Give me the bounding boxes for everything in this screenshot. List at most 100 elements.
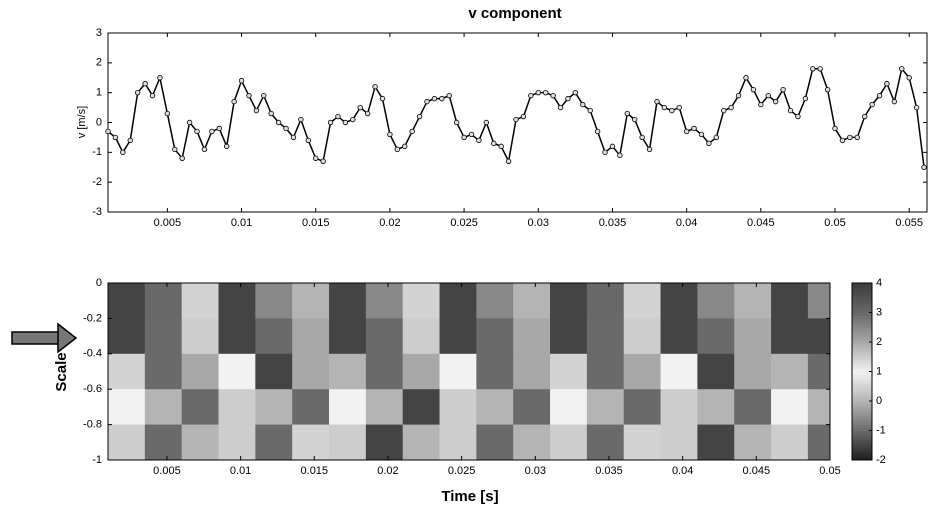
colorbar-swatch xyxy=(852,303,872,308)
colorbar-swatch xyxy=(852,439,872,443)
colorbar-swatch xyxy=(852,409,872,414)
heatmap-cell xyxy=(586,424,625,460)
heatmap-cell xyxy=(623,389,662,426)
colorbar-swatch xyxy=(852,392,872,396)
data-point xyxy=(305,137,311,144)
heatmap-cell xyxy=(697,318,735,355)
heatmap-cell xyxy=(550,424,588,460)
colorbar-swatch xyxy=(852,398,872,402)
colorbar-swatch xyxy=(852,339,872,343)
data-point xyxy=(802,95,809,102)
heatmap-cell xyxy=(181,353,220,390)
colorbar-swatch xyxy=(852,403,872,408)
colorbar-swatch xyxy=(852,436,872,440)
heatmap-cell xyxy=(734,353,772,390)
colorbar-swatch xyxy=(852,342,872,346)
data-point xyxy=(587,107,593,114)
data-point xyxy=(468,131,475,138)
colorbar-swatch xyxy=(852,291,872,296)
data-point xyxy=(275,119,282,126)
colorbar-swatch xyxy=(852,383,872,387)
data-point xyxy=(387,131,393,138)
x-tick-label: 0.015 xyxy=(301,465,329,477)
data-point xyxy=(891,98,898,105)
x-tick-label: 0.015 xyxy=(302,217,330,229)
colorbar-swatch xyxy=(852,421,872,426)
data-point xyxy=(379,95,386,102)
colorbar-swatch xyxy=(852,430,872,434)
x-tick-label: 0.055 xyxy=(895,217,923,229)
heatmap-cell xyxy=(255,283,293,319)
data-point xyxy=(357,104,363,111)
colorbar-swatch xyxy=(852,309,872,313)
heatmap-cell xyxy=(697,424,735,460)
data-point xyxy=(743,75,749,81)
colorbar-swatch xyxy=(852,356,872,361)
colorbar-swatch xyxy=(852,424,872,429)
data-point xyxy=(706,140,712,147)
data-point xyxy=(906,75,912,81)
heatmap-cell xyxy=(807,424,830,460)
data-point xyxy=(179,155,185,161)
heatmap-cell xyxy=(623,353,662,390)
heatmap-cell xyxy=(513,283,551,319)
data-point xyxy=(105,128,111,135)
heatmap-cell xyxy=(550,318,588,355)
y-axis-label: v [m/s] xyxy=(76,106,88,138)
data-point xyxy=(854,134,860,141)
data-point xyxy=(431,95,438,102)
colorbar-swatch xyxy=(852,454,872,458)
x-tick-label: 0.01 xyxy=(231,217,252,229)
data-point xyxy=(609,143,616,150)
heatmap-cell xyxy=(476,353,514,390)
heatmap-cell xyxy=(255,318,293,355)
heatmap-cell xyxy=(329,424,367,460)
heatmap-cell xyxy=(402,283,441,319)
y-tick-label: -3 xyxy=(92,206,102,218)
data-point xyxy=(654,98,660,105)
heatmap-cell xyxy=(218,283,256,319)
data-point xyxy=(342,119,349,126)
colorbar-swatch xyxy=(852,374,872,378)
colorbar-swatch xyxy=(852,362,872,367)
heatmap-cell xyxy=(660,283,698,319)
heatmap-cell xyxy=(660,318,698,355)
heatmap-cell xyxy=(218,353,256,390)
y-tick-label: -0.8 xyxy=(83,419,102,431)
data-point xyxy=(765,92,771,99)
y-tick-label: 0 xyxy=(96,277,102,289)
heatmap-cell xyxy=(476,389,514,426)
data-point xyxy=(639,134,645,141)
heatmap-cell xyxy=(550,283,588,319)
heatmap-cell xyxy=(734,318,772,355)
colorbar-swatch xyxy=(852,336,872,340)
data-point xyxy=(120,149,126,156)
data-point xyxy=(535,89,541,96)
y-tick-label: -1 xyxy=(92,454,102,466)
data-point xyxy=(313,155,319,161)
data-point xyxy=(824,86,831,93)
heatmap-cell xyxy=(697,389,735,426)
data-point xyxy=(550,92,556,99)
x-tick-label: 0.02 xyxy=(377,465,398,477)
heatmap-cell xyxy=(329,389,367,426)
colorbar-tick-label: -2 xyxy=(876,454,886,466)
heatmap-cell xyxy=(623,283,662,319)
data-point xyxy=(290,134,297,141)
heatmap-cell xyxy=(771,318,809,355)
y-tick-label: 0 xyxy=(96,116,102,128)
colorbar-swatch xyxy=(852,312,872,316)
data-point xyxy=(394,146,401,153)
heatmap-cell xyxy=(660,353,698,390)
data-point xyxy=(832,125,838,132)
x-tick-label: 0.01 xyxy=(230,465,251,477)
heatmap-cell xyxy=(771,353,809,390)
data-point xyxy=(513,116,519,123)
colorbar-swatch xyxy=(852,448,872,452)
data-point xyxy=(201,146,208,153)
colorbar-swatch xyxy=(852,285,872,290)
data-point xyxy=(350,116,356,123)
data-point xyxy=(876,92,883,99)
x-tick-label: 0.04 xyxy=(672,465,693,477)
heatmap-cell xyxy=(365,389,404,426)
